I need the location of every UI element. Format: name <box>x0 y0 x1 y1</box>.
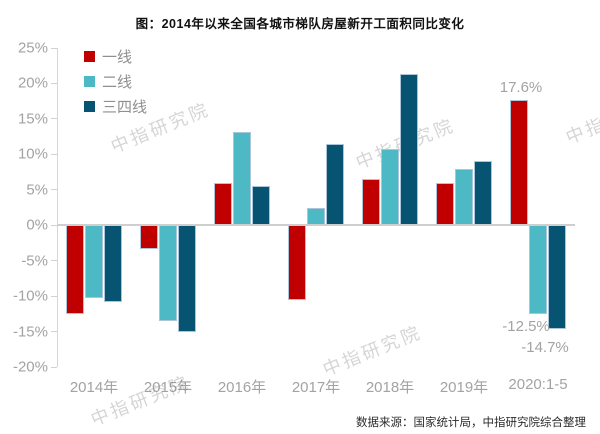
y-axis-tick-mark <box>51 260 57 262</box>
y-axis-tick-mark <box>51 366 57 368</box>
x-axis-label-2019年: 2019年 <box>439 379 489 396</box>
bar-二线-2020:1-5 <box>529 225 547 314</box>
y-axis-tick-mark <box>51 295 57 297</box>
bar-三四线-2015年 <box>178 225 196 333</box>
y-axis-tick-label: 0% <box>26 216 48 234</box>
bar-二线-2016年 <box>233 131 251 226</box>
data-source-note: 数据来源：国家统计局，中指研究院综合整理 <box>356 417 586 429</box>
legend-label: 一线 <box>102 49 133 66</box>
bar-三四线-2016年 <box>252 186 270 226</box>
y-axis-tick-label: 25% <box>17 39 48 57</box>
x-axis-label-2014年: 2014年 <box>69 379 119 396</box>
bar-三四线-2017年 <box>326 143 344 226</box>
x-axis-label-2020:1-5: 2020:1-5 <box>508 376 568 393</box>
legend-label: 二线 <box>102 74 133 91</box>
bar-一线-2015年 <box>140 225 158 250</box>
legend-item-二线: 二线 <box>84 69 147 94</box>
legend-swatch-icon <box>84 76 95 87</box>
y-axis-tick-mark <box>51 189 57 191</box>
y-axis-tick-label: 15% <box>17 110 48 128</box>
bar-一线-2016年 <box>214 183 232 226</box>
legend-item-一线: 一线 <box>84 44 147 69</box>
y-axis-tick-label: 20% <box>17 74 48 92</box>
y-axis-tick-label: -20% <box>12 358 48 376</box>
legend: 一线 二线 三四线 <box>84 44 147 119</box>
data-label-二线-2020:1-5: -12.5% <box>502 317 550 335</box>
bar-二线-2017年 <box>307 208 325 226</box>
bar-一线-2017年 <box>288 225 306 301</box>
bar-二线-2019年 <box>455 168 473 226</box>
x-axis-label-2015年: 2015年 <box>143 379 193 396</box>
y-axis-tick-mark <box>51 47 57 49</box>
y-axis-tick-label: 5% <box>26 181 48 199</box>
legend-item-三四线: 三四线 <box>84 94 147 119</box>
y-axis-tick-mark <box>51 153 57 155</box>
y-axis-tick-label: -15% <box>12 323 48 341</box>
x-axis-label-2017年: 2017年 <box>291 379 341 396</box>
y-axis-tick-mark <box>51 82 57 84</box>
y-axis-tick-label: 10% <box>17 145 48 163</box>
x-axis-label-2016年: 2016年 <box>217 379 267 396</box>
y-axis-tick-mark <box>51 118 57 120</box>
bar-三四线-2020:1-5 <box>548 225 566 330</box>
y-axis-tick-mark <box>51 224 57 226</box>
zero-baseline <box>57 224 575 227</box>
bar-三四线-2014年 <box>104 225 122 303</box>
bar-一线-2019年 <box>436 183 454 226</box>
chart-title: 图：2014年以来全国各城市梯队房屋新开工面积同比变化 <box>135 17 465 31</box>
x-axis-label-2018年: 2018年 <box>365 379 415 396</box>
bar-一线-2020:1-5 <box>510 100 528 226</box>
bar-一线-2018年 <box>362 179 380 226</box>
data-label-三四线-2020:1-5: -14.7% <box>521 339 569 357</box>
bar-二线-2014年 <box>85 225 103 298</box>
legend-label: 三四线 <box>102 99 148 116</box>
data-label-一线-2020:1-5: 17.6% <box>499 79 543 97</box>
legend-swatch-icon <box>84 101 95 112</box>
watermark-text: 中指研究院 <box>319 321 425 380</box>
y-axis-tick-label: -10% <box>12 287 48 305</box>
y-axis-line <box>57 48 58 367</box>
watermark-text: 中指研究院 <box>562 89 600 148</box>
bar-三四线-2018年 <box>400 73 418 226</box>
legend-swatch-icon <box>84 51 95 62</box>
y-axis-tick-label: -5% <box>21 252 48 270</box>
bar-三四线-2019年 <box>474 161 492 226</box>
bar-二线-2015年 <box>159 225 177 321</box>
y-axis-tick-mark <box>51 331 57 333</box>
bar-一线-2014年 <box>66 225 84 314</box>
bar-二线-2018年 <box>381 148 399 226</box>
